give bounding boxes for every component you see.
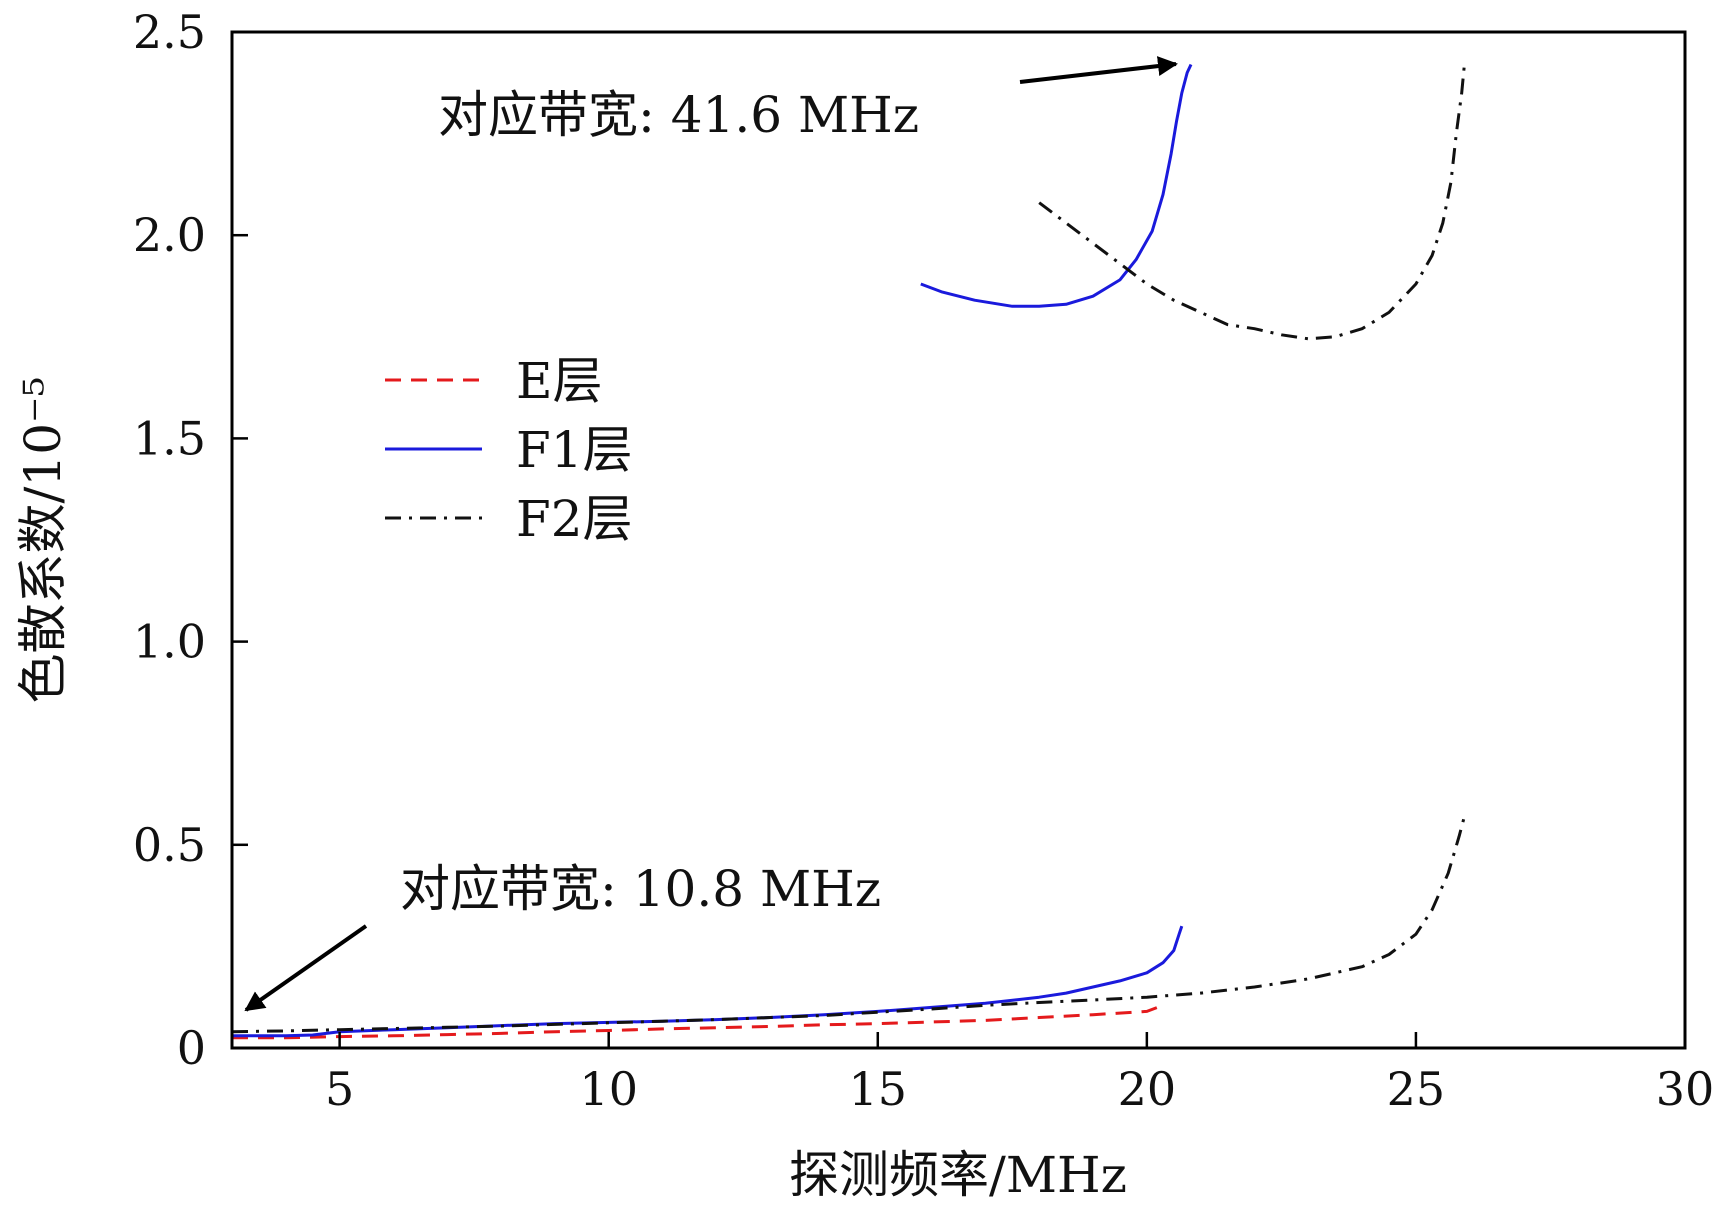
x-tick-label-25: 25 (1387, 1062, 1446, 1116)
series-line-f1-layer-1 (232, 925, 1184, 1038)
y-tick-label-1.5: 1.5 (133, 411, 206, 465)
plot-frame (230, 30, 1687, 1050)
legend: E层 F1层 F2层 (385, 352, 633, 548)
series-line-f2-layer-2 (1038, 64, 1466, 341)
annotation-arrow-f1 (1019, 56, 1178, 84)
ticks-layer: 5 10 15 20 25 30 0 0.5 1.0 1.5 2.0 2.5 (133, 5, 1714, 1116)
legend-label-f2-layer: F2层 (516, 490, 633, 548)
y-tick-label-2.0: 2.0 (133, 208, 206, 262)
annotations: 对应带宽: 41.6 MHz 对应带宽: 10.8 MHz (244, 56, 1178, 1012)
y-tick-label-1.0: 1.0 (133, 615, 206, 669)
legend-label-e-layer: E层 (516, 352, 603, 410)
annotation-bandwidth-f1: 对应带宽: 41.6 MHz (438, 86, 919, 144)
legend-label-f1-layer: F1层 (516, 421, 633, 479)
y-axis-label: 色散系数/10⁻⁵ (14, 377, 72, 704)
series-layer (231, 63, 1466, 1040)
x-tick-label-15: 15 (849, 1062, 908, 1116)
x-axis-label: 探测频率/MHz (789, 1146, 1127, 1204)
annotation-bandwidth-e: 对应带宽: 10.8 MHz (400, 860, 881, 918)
x-tick-label-5: 5 (325, 1062, 354, 1116)
y-tick-label-2.5: 2.5 (133, 5, 206, 59)
series-line-f1-layer-2 (920, 63, 1193, 308)
x-tick-label-10: 10 (579, 1062, 638, 1116)
annotation-arrow-e (244, 924, 368, 1012)
y-tick-label-0.5: 0.5 (133, 818, 206, 872)
x-tick-label-20: 20 (1118, 1062, 1177, 1116)
series-line-e-layer-1 (232, 1003, 1164, 1040)
y-tick-label-0: 0 (177, 1021, 206, 1075)
series-line-f2-layer-1 (231, 816, 1466, 1034)
x-tick-label-30: 30 (1656, 1062, 1715, 1116)
